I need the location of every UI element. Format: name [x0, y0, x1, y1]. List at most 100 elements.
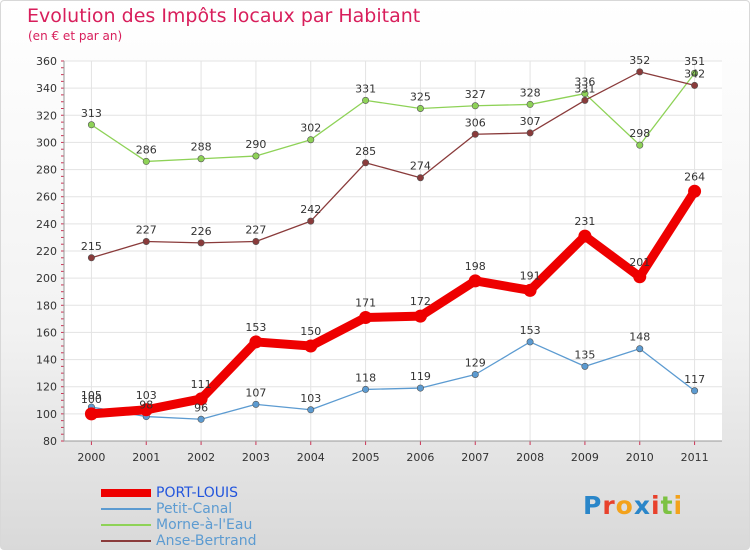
series-line-anse-bertrand: [90, 71, 696, 259]
data-point-port-louis: [688, 184, 702, 198]
data-point-port-louis: [139, 403, 153, 417]
data-point-petit-canal: [197, 415, 205, 423]
data-label-port-louis: 100: [81, 393, 102, 406]
data-label-petit-canal: 117: [684, 373, 705, 386]
data-label-morne-l-eau: 298: [629, 127, 650, 140]
data-point-morne-l-eau: [691, 69, 699, 77]
data-point-anse-bertrand: [416, 174, 424, 182]
y-tick-label: 220: [36, 245, 57, 258]
data-label-port-louis: 171: [355, 297, 376, 310]
x-tick-label: 2000: [77, 451, 105, 464]
chart-subtitle: (en € et par an): [28, 29, 123, 43]
legend-swatch: [101, 489, 151, 497]
data-label-anse-bertrand: 226: [191, 225, 212, 238]
data-point-port-louis: [194, 392, 208, 406]
data-label-port-louis: 198: [465, 260, 486, 273]
data-label-petit-canal: 135: [574, 348, 595, 361]
x-tick-label: 2001: [132, 451, 160, 464]
data-point-petit-canal: [691, 387, 699, 395]
data-point-anse-bertrand: [471, 130, 479, 138]
data-point-port-louis: [359, 311, 373, 324]
data-label-petit-canal: 148: [629, 331, 650, 344]
x-tick-label: 2002: [187, 451, 215, 464]
data-point-port-louis: [578, 229, 592, 243]
data-point-port-louis: [413, 309, 427, 323]
x-tick-label: 2010: [626, 451, 654, 464]
data-label-port-louis: 150: [300, 325, 321, 338]
data-label-petit-canal: 98: [139, 399, 153, 412]
data-point-anse-bertrand: [526, 129, 534, 137]
data-point-port-louis: [633, 270, 647, 284]
logo-letter: o: [615, 491, 634, 520]
data-label-port-louis: 201: [629, 256, 650, 269]
data-label-anse-bertrand: 227: [245, 224, 266, 237]
legend-label: Anse-Bertrand: [156, 533, 257, 549]
data-point-petit-canal: [252, 400, 260, 408]
proxiti-logo: Proxiti: [583, 491, 683, 520]
y-tick-label: 340: [36, 82, 57, 95]
data-point-anse-bertrand: [142, 238, 150, 246]
data-point-anse-bertrand: [197, 239, 205, 247]
y-tick-label: 360: [36, 55, 57, 68]
legend-label: PORT-LOUIS: [156, 485, 239, 501]
data-label-petit-canal: 153: [520, 324, 541, 337]
data-point-petit-canal: [636, 345, 644, 353]
data-point-morne-l-eau: [416, 105, 424, 113]
x-tick-label: 2009: [571, 451, 599, 464]
data-label-petit-canal: 119: [410, 370, 431, 383]
data-label-morne-l-eau: 328: [520, 86, 541, 99]
data-label-anse-bertrand: 285: [355, 145, 376, 158]
data-label-anse-bertrand: 227: [136, 224, 157, 237]
data-point-anse-bertrand: [691, 81, 699, 89]
data-label-morne-l-eau: 288: [191, 141, 212, 154]
data-point-port-louis: [304, 339, 318, 353]
data-label-anse-bertrand: 306: [465, 116, 486, 129]
data-point-anse-bertrand: [252, 238, 260, 246]
data-label-anse-bertrand: 331: [574, 82, 595, 95]
data-label-anse-bertrand: 352: [629, 54, 650, 67]
series-line-morne-l-eau: [90, 72, 696, 163]
x-tick-label: 2011: [681, 451, 709, 464]
data-label-port-louis: 231: [574, 215, 595, 228]
y-tick-label: 120: [36, 381, 57, 394]
data-point-petit-canal: [526, 338, 534, 346]
data-label-port-louis: 172: [410, 295, 431, 308]
data-point-anse-bertrand: [581, 96, 589, 104]
y-tick-label: 280: [36, 164, 57, 177]
data-label-morne-l-eau: 290: [245, 138, 266, 151]
data-label-anse-bertrand: 242: [300, 203, 321, 216]
data-label-port-louis: 103: [136, 389, 157, 402]
data-label-anse-bertrand: 342: [684, 67, 705, 80]
y-tick-label: 300: [36, 136, 57, 149]
data-point-petit-canal: [581, 362, 589, 370]
x-tick-label: 2005: [352, 451, 380, 464]
logo-letter: r: [602, 491, 616, 520]
data-point-anse-bertrand: [307, 217, 315, 225]
data-point-morne-l-eau: [87, 121, 95, 129]
logo-letter: i: [673, 491, 684, 520]
chart-title: Evolution des Impôts locaux par Habitant: [27, 5, 421, 27]
data-point-morne-l-eau: [307, 136, 315, 144]
legend-label: Petit-Canal: [156, 501, 233, 517]
data-point-anse-bertrand: [636, 68, 644, 76]
data-point-morne-l-eau: [581, 90, 589, 98]
legend-label: Morne-à-l'Eau: [156, 517, 253, 533]
logo-letter: t: [660, 491, 674, 520]
data-label-petit-canal: 107: [245, 386, 266, 399]
data-label-port-louis: 191: [520, 269, 541, 282]
x-tick-label: 2004: [297, 451, 325, 464]
data-label-morne-l-eau: 313: [81, 107, 102, 120]
series-line-port-louis: [86, 186, 700, 419]
data-point-petit-canal: [307, 406, 315, 414]
logo-letter: i: [651, 491, 661, 520]
data-label-port-louis: 153: [245, 321, 266, 334]
data-label-port-louis: 264: [684, 170, 705, 183]
data-point-petit-canal: [362, 385, 370, 393]
data-point-anse-bertrand: [87, 254, 95, 262]
data-label-anse-bertrand: 307: [520, 115, 541, 128]
data-point-port-louis: [523, 283, 537, 297]
y-tick-label: 140: [36, 354, 57, 367]
data-point-anse-bertrand: [362, 159, 370, 167]
data-label-petit-canal: 118: [355, 371, 376, 384]
